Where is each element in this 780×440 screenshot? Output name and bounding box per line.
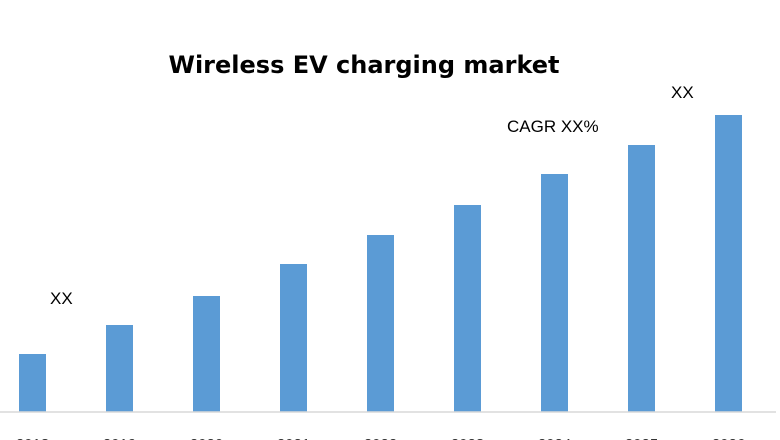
bar-2024 [541, 174, 568, 412]
bar-2026 [715, 115, 742, 412]
x-tick-label: 2024 [538, 436, 571, 440]
bar-2019 [106, 325, 133, 412]
x-tick-label: 2023 [451, 436, 484, 440]
bar-2023 [454, 205, 481, 412]
annotation-end-value: XX [671, 83, 694, 102]
x-tick-label: 2019 [103, 436, 136, 440]
bar-2022 [367, 235, 394, 412]
bar-2025 [628, 145, 655, 412]
annotation-cagr: CAGR XX% [507, 117, 599, 136]
x-tick-label: 2021 [277, 436, 310, 440]
x-tick-label: 2025 [625, 436, 658, 440]
annotation-start-value: XX [50, 289, 73, 308]
x-tick-label: 2018 [16, 436, 49, 440]
bar-2021 [280, 264, 307, 412]
x-tick-label: 2020 [190, 436, 223, 440]
x-tick-label: 2022 [364, 436, 397, 440]
x-tick-label: 2026 [712, 436, 745, 440]
bar-2020 [193, 296, 220, 412]
chart-title: Wireless EV charging market [168, 51, 559, 79]
bar-2018 [19, 354, 46, 412]
